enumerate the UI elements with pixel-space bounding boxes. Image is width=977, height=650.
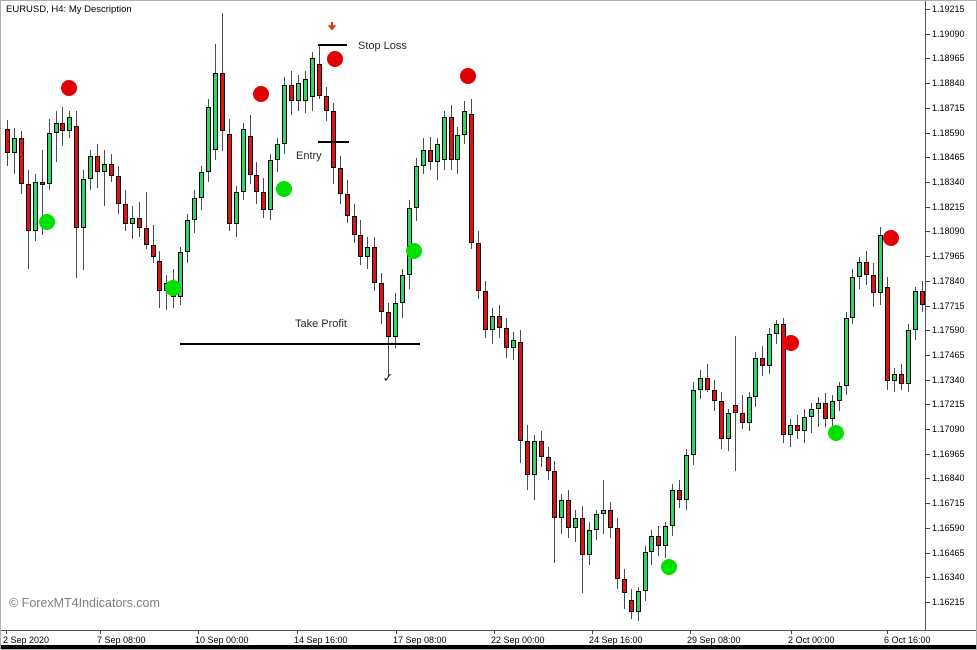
buy-signal-dot (165, 280, 181, 296)
price-axis-tick (925, 206, 930, 208)
time-axis-label: 6 Oct 16:00 (884, 635, 931, 645)
price-axis-tick (925, 157, 930, 159)
price-axis-tick (925, 280, 930, 282)
time-axis-tick (690, 630, 691, 634)
window-bottom-bar (1, 645, 976, 649)
price-axis-label: 1.16215 (932, 597, 965, 608)
sell-signal-dot (460, 68, 476, 84)
buy-signal-dot (406, 243, 422, 259)
time-axis-label: 24 Sep 16:00 (589, 635, 643, 645)
time-axis-tick (198, 630, 199, 634)
price-axis-label: 1.17090 (932, 424, 965, 435)
buy-signal-dot (661, 559, 677, 575)
price-axis-label: 1.17715 (932, 300, 965, 311)
take-profit-line (180, 343, 420, 345)
sell-arrow-icon (327, 22, 337, 31)
time-axis-label: 7 Sep 08:00 (97, 635, 146, 645)
price-axis-label: 1.18590 (932, 127, 965, 138)
time-axis-label: 2 Sep 2020 (3, 635, 50, 645)
price-axis-tick (925, 9, 930, 10)
price-axis-tick (925, 181, 930, 183)
price-axis-tick (925, 478, 930, 480)
price-axis-label: 1.16965 (932, 448, 965, 459)
price-axis-tick (925, 503, 930, 505)
sell-signal-dot (327, 51, 343, 67)
price-axis-tick (925, 107, 930, 109)
chart-plot-area[interactable]: Stop Loss Entry Take Profit ✓ © ForexMT4… (1, 1, 925, 630)
time-axis-label: 10 Sep 00:00 (195, 635, 249, 645)
price-axis-tick (925, 404, 930, 406)
price-axis-label: 1.17590 (932, 325, 965, 336)
price-axis-label: 1.18840 (932, 78, 965, 89)
price-axis-label: 1.17215 (932, 399, 965, 410)
price-axis-tick (925, 429, 930, 431)
price-axis-tick (925, 552, 930, 554)
time-axis-tick (6, 630, 7, 634)
price-axis-tick (925, 231, 930, 233)
price-axis-label: 1.18965 (932, 53, 965, 64)
time-axis-tick (100, 630, 101, 634)
price-axis-label: 1.18215 (932, 201, 965, 212)
price-axis-tick (925, 453, 930, 455)
watermark-text: © ForexMT4Indicators.com (9, 596, 160, 610)
price-axis-tick (925, 330, 930, 332)
chart-symbol-title: EURUSD, H4: My Description (6, 4, 132, 15)
sell-signal-dot (61, 80, 77, 96)
time-axis-tick (887, 630, 888, 634)
price-axis-label: 1.17840 (932, 275, 965, 286)
price-axis-tick (925, 83, 930, 85)
time-axis-tick (494, 630, 495, 634)
entry-line (318, 141, 349, 143)
sell-signal-dot (253, 86, 269, 102)
price-axis-label: 1.19215 (932, 4, 965, 14)
time-axis-tick (396, 630, 397, 634)
buy-signal-dot (39, 214, 55, 230)
time-axis-label: 22 Sep 00:00 (491, 635, 545, 645)
take-profit-label: Take Profit (295, 318, 347, 330)
price-axis-label: 1.18465 (932, 152, 965, 163)
time-axis-tick (791, 630, 792, 634)
price-axis-label: 1.16590 (932, 522, 965, 533)
price-axis-tick (925, 379, 930, 381)
price-axis-tick (925, 354, 930, 356)
price-axis-label: 1.18715 (932, 102, 965, 113)
time-axis-label: 29 Sep 08:00 (687, 635, 741, 645)
time-axis-tick (592, 630, 593, 634)
price-axis-label: 1.16465 (932, 547, 965, 558)
time-axis-label: 14 Sep 16:00 (294, 635, 348, 645)
price-axis-label: 1.19090 (932, 28, 965, 39)
sell-signal-dot (883, 230, 899, 246)
price-axis-label: 1.17340 (932, 374, 965, 385)
price-axis-label: 1.16840 (932, 473, 965, 484)
price-axis-tick (925, 256, 930, 258)
stop-loss-label: Stop Loss (358, 40, 407, 52)
price-axis-tick (925, 58, 930, 60)
buy-signal-dot (828, 425, 844, 441)
time-axis-label: 2 Oct 00:00 (788, 635, 835, 645)
sell-signal-dot (783, 335, 799, 351)
entry-label: Entry (296, 150, 322, 162)
price-axis-tick (925, 577, 930, 579)
price-axis-label: 1.16340 (932, 572, 965, 583)
price-axis-label: 1.16715 (932, 498, 965, 509)
price-axis-label: 1.17465 (932, 349, 965, 360)
buy-signal-dot (276, 181, 292, 197)
price-axis-label: 1.17965 (932, 251, 965, 262)
price-axis-label: 1.18340 (932, 176, 965, 187)
time-axis-label: 17 Sep 08:00 (393, 635, 447, 645)
price-axis-label: 1.18090 (932, 226, 965, 237)
price-axis-tick (925, 602, 930, 604)
price-axis-tick (925, 132, 930, 134)
stop-loss-line (318, 44, 347, 46)
time-axis-line (1, 630, 976, 631)
price-axis-tick (925, 33, 930, 35)
price-axis-line (925, 1, 926, 630)
price-axis-tick (925, 527, 930, 529)
checkmark-icon: ✓ (382, 370, 394, 385)
price-axis-tick (925, 305, 930, 307)
time-axis-tick (297, 630, 298, 634)
